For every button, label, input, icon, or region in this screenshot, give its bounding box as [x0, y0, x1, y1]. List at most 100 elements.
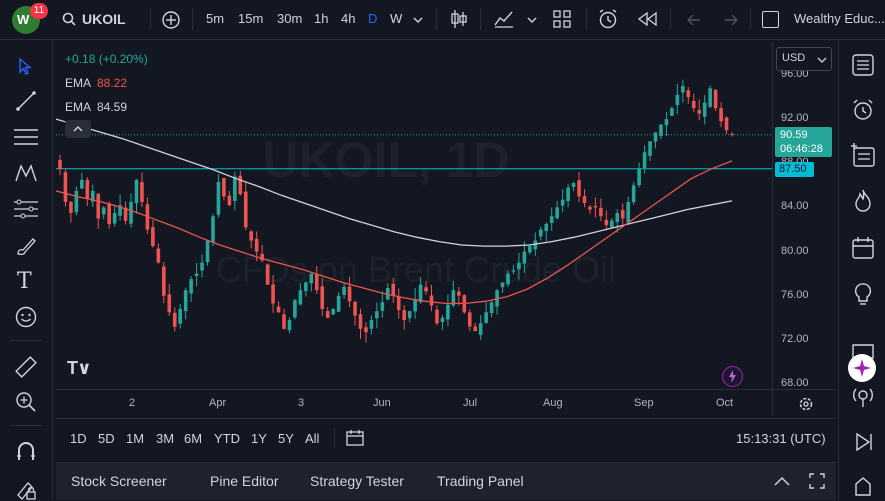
- chevron-up-icon[interactable]: [772, 475, 792, 489]
- replay-icon[interactable]: [637, 9, 659, 29]
- horizontal-lines-icon[interactable]: [13, 126, 39, 148]
- candle-body: [702, 102, 707, 117]
- candle-body: [533, 240, 538, 250]
- date-label: Oct: [716, 397, 734, 409]
- ema-1-label: EMA: [65, 76, 92, 90]
- chevron-down-icon[interactable]: [527, 15, 537, 25]
- candle-body: [134, 179, 139, 204]
- interval-15m[interactable]: 15m: [238, 11, 264, 26]
- candle-body: [254, 238, 259, 252]
- candle-body: [276, 306, 281, 313]
- range-1d[interactable]: 1D: [70, 431, 87, 446]
- collapse-legend-button[interactable]: [65, 120, 91, 138]
- chart-canvas[interactable]: UKOIL, 1D CFDs on Brent Crude Oil: [56, 42, 836, 416]
- candle-body: [599, 207, 603, 217]
- tab-strategy-tester[interactable]: Strategy Tester: [310, 473, 404, 489]
- candle-body: [604, 219, 609, 226]
- candle-body: [440, 317, 445, 322]
- lock-drawings-icon[interactable]: [14, 477, 38, 501]
- right-sidebar: [838, 40, 885, 499]
- range-5y[interactable]: 5Y: [278, 431, 294, 446]
- notification-badge: 11: [30, 3, 48, 19]
- add-symbol-icon[interactable]: [161, 10, 181, 30]
- candle-body: [724, 117, 729, 131]
- tab-stock-screener[interactable]: Stock Screener: [71, 473, 167, 489]
- broadcast-icon[interactable]: [849, 385, 877, 409]
- trend-line-icon[interactable]: [15, 90, 37, 112]
- candle-type-icon[interactable]: [450, 9, 468, 29]
- settings-gear-icon[interactable]: [797, 395, 815, 413]
- candle-body: [571, 183, 576, 187]
- candle-body: [538, 229, 543, 237]
- chevron-up-icon: [73, 126, 83, 132]
- zoom-in-icon[interactable]: [14, 390, 38, 414]
- watchlist-icon[interactable]: [851, 53, 875, 77]
- range-6m[interactable]: 6M: [184, 431, 203, 446]
- candle-body: [123, 207, 128, 221]
- date-range-icon[interactable]: [345, 428, 367, 448]
- interval-d[interactable]: D: [368, 11, 378, 26]
- calendar-icon[interactable]: [851, 236, 875, 260]
- interval-30m[interactable]: 30m: [277, 11, 303, 26]
- layout-name[interactable]: Wealthy Educ...: [794, 11, 885, 26]
- date-label: Sep: [634, 397, 654, 409]
- currency-select[interactable]: USD: [776, 47, 832, 71]
- play-replay-icon[interactable]: [851, 430, 875, 454]
- ideas-lightbulb-icon[interactable]: [851, 282, 875, 308]
- ai-sparkle-button[interactable]: [848, 354, 876, 382]
- range-1m[interactable]: 1M: [126, 431, 145, 446]
- range-1y[interactable]: 1Y: [251, 431, 267, 446]
- candle-body: [637, 168, 641, 186]
- hotlist-fire-icon[interactable]: [851, 188, 875, 214]
- layout-checkbox-icon[interactable]: [762, 11, 779, 28]
- range-all[interactable]: All: [305, 431, 320, 446]
- ruler-icon[interactable]: [14, 355, 38, 379]
- chevron-down-icon[interactable]: [413, 15, 423, 25]
- interval-4h[interactable]: 4h: [341, 11, 356, 26]
- pattern-tool-icon[interactable]: [14, 162, 38, 184]
- magnet-icon[interactable]: [14, 440, 38, 464]
- ema-2-label: EMA: [65, 100, 92, 114]
- clock-time[interactable]: 15:13:31 (UTC): [736, 431, 826, 446]
- emoji-icon[interactable]: [14, 305, 38, 329]
- interval-5m[interactable]: 5m: [206, 11, 225, 26]
- candle-body: [200, 262, 204, 271]
- candle-body: [58, 159, 62, 169]
- interval-1h[interactable]: 1h: [314, 11, 329, 26]
- help-icon[interactable]: [851, 475, 875, 499]
- flash-icon[interactable]: [722, 366, 743, 387]
- candle-body: [719, 108, 723, 122]
- range-ytd[interactable]: YTD: [214, 431, 240, 446]
- price-tick-label: 80.00: [781, 244, 809, 257]
- layout-grid-icon[interactable]: [552, 9, 572, 29]
- undo-icon[interactable]: [685, 12, 703, 28]
- candle-body: [129, 201, 133, 224]
- date-label: Jun: [373, 397, 391, 409]
- redo-icon[interactable]: [722, 12, 740, 28]
- interval-w[interactable]: W: [390, 11, 403, 26]
- range-3m[interactable]: 3M: [156, 431, 175, 446]
- candle-body: [620, 210, 625, 219]
- candle-body: [90, 190, 95, 202]
- alert-clock-icon[interactable]: [597, 8, 619, 30]
- candle-body: [484, 312, 488, 323]
- maximize-panel-icon[interactable]: [808, 472, 826, 490]
- fib-tool-icon[interactable]: [13, 198, 39, 220]
- price-chart[interactable]: UKOIL, 1D CFDs on Brent Crude Oil: [56, 42, 836, 416]
- candle-body: [670, 108, 674, 116]
- search-icon: [62, 12, 76, 26]
- tab-trading-panel[interactable]: Trading Panel: [437, 473, 524, 489]
- object-tree-icon[interactable]: [850, 142, 876, 168]
- cursor-icon[interactable]: [15, 56, 35, 76]
- horizontal-line-tag: 87.50: [775, 162, 814, 177]
- tab-pine-editor[interactable]: Pine Editor: [210, 473, 279, 489]
- candle-body: [467, 312, 472, 327]
- candle-body: [298, 290, 303, 305]
- text-tool-icon[interactable]: T: [17, 269, 32, 294]
- candle-body: [233, 176, 237, 201]
- indicators-icon[interactable]: [493, 9, 515, 29]
- candle-body: [511, 270, 516, 272]
- brush-icon[interactable]: [15, 235, 37, 257]
- alarm-clock-icon[interactable]: [851, 98, 875, 122]
- range-5d[interactable]: 5D: [98, 431, 115, 446]
